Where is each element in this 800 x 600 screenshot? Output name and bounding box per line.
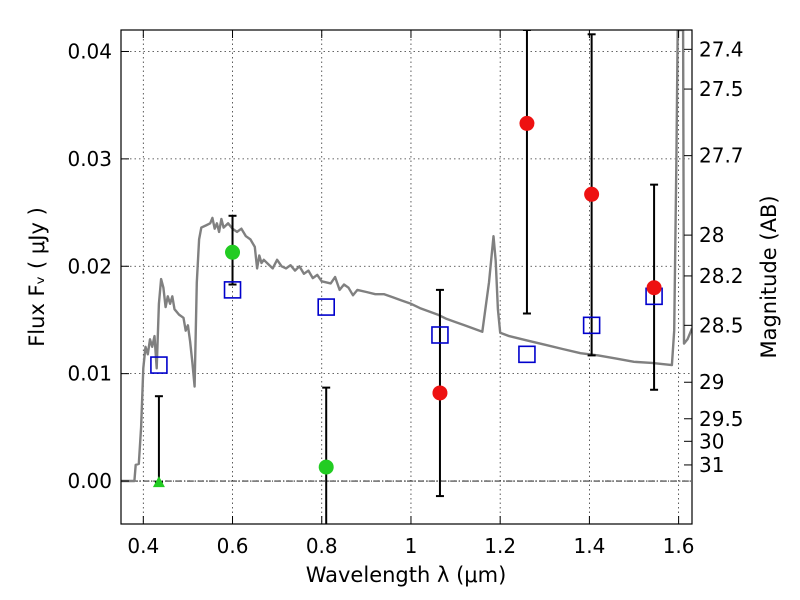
red-marker — [646, 280, 662, 296]
x-tick-label: 0.8 — [306, 534, 338, 558]
red-marker — [432, 385, 448, 401]
plot-frame — [120, 29, 693, 525]
right-tick-label: 28 — [699, 223, 724, 247]
error-bars — [154, 30, 659, 524]
model-photometry-marker — [317, 298, 336, 316]
grid — [121, 30, 692, 524]
red-marker — [584, 186, 600, 202]
x-tick-label: 1.4 — [573, 534, 605, 558]
right-axis-label: Magnitude (AB) — [757, 195, 781, 358]
x-tick-label: 1.2 — [484, 534, 516, 558]
y-tick-label: 0.02 — [67, 254, 112, 278]
right-tick-label: 28.5 — [699, 313, 744, 337]
model-spectrum-line — [121, 30, 692, 483]
x-tick-label: 1.6 — [663, 534, 695, 558]
model-photometry-marker — [431, 326, 449, 344]
model-spectrum — [121, 30, 692, 483]
y-tick-label: 0.00 — [67, 469, 112, 493]
data-markers — [150, 115, 663, 488]
right-tick-label: 31 — [699, 453, 724, 477]
right-tick-label: 27.4 — [699, 37, 744, 61]
y-axis-label: Flux Fᵥ ( μJy ) — [25, 207, 49, 347]
right-tick-label: 30 — [699, 429, 724, 453]
model-photometry-marker — [150, 356, 168, 374]
y-tick-label: 0.01 — [67, 362, 112, 386]
right-tick-label: 27.5 — [699, 77, 744, 101]
y-tick-label: 0.03 — [67, 147, 112, 171]
model-photometry-marker — [582, 316, 601, 335]
x-tick-label: 0.6 — [217, 534, 249, 558]
right-tick-label: 28.2 — [699, 264, 744, 288]
y-axis: 0.00 0.01 0.02 0.03 0.04 — [67, 39, 129, 493]
model-photometry-marker — [518, 345, 536, 364]
red-marker — [519, 115, 535, 131]
detection-marker — [318, 459, 334, 475]
y-tick-label: 0.04 — [67, 39, 112, 63]
model-photometry-marker — [223, 281, 242, 299]
x-axis: 0.4 0.6 0.8 1 1.2 1.4 1.6 — [127, 30, 695, 558]
right-tick-label: 27.7 — [699, 144, 744, 168]
upper-limit-marker — [152, 476, 165, 488]
x-tick-label: 1 — [405, 534, 418, 558]
detection-marker — [225, 244, 241, 260]
right-tick-label: 29.5 — [699, 407, 744, 431]
right-tick-label: 29 — [699, 370, 724, 394]
x-tick-label: 0.4 — [127, 534, 159, 558]
x-axis-label: Wavelength λ (μm) — [306, 563, 507, 587]
